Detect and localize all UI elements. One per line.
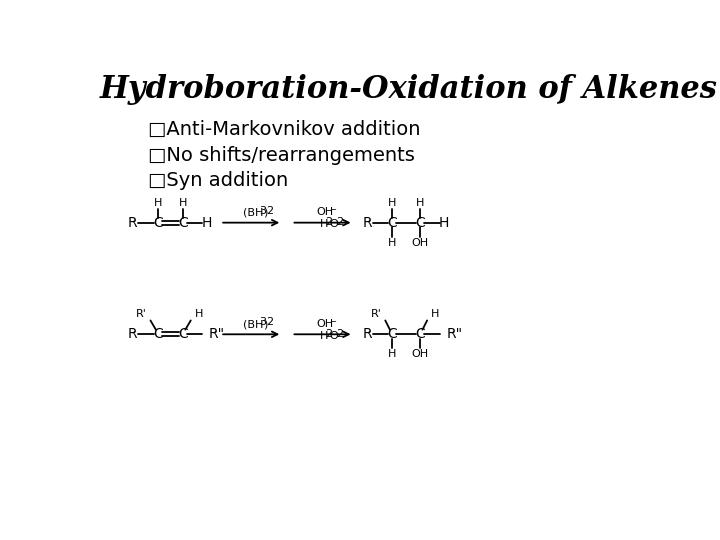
Text: 2: 2 <box>336 329 343 339</box>
Text: H: H <box>388 198 397 207</box>
Text: H: H <box>202 215 212 230</box>
Text: 2: 2 <box>325 329 333 339</box>
Text: 2: 2 <box>266 318 273 327</box>
Text: 2: 2 <box>336 217 343 227</box>
Text: (BH: (BH <box>243 208 264 218</box>
Text: C: C <box>387 327 397 341</box>
Text: R": R" <box>209 327 225 341</box>
Text: C: C <box>153 327 163 341</box>
Text: R": R" <box>446 327 463 341</box>
Text: (BH: (BH <box>243 319 264 329</box>
Text: O: O <box>330 331 338 341</box>
Text: C: C <box>153 215 163 230</box>
Text: H: H <box>320 331 328 341</box>
Text: R: R <box>128 215 138 230</box>
Text: O: O <box>330 219 338 229</box>
Text: C: C <box>178 327 188 341</box>
Text: H: H <box>431 309 439 319</box>
Text: □Syn addition: □Syn addition <box>148 171 289 190</box>
Text: C: C <box>415 327 425 341</box>
Text: C: C <box>415 215 425 230</box>
Text: 2: 2 <box>325 217 333 227</box>
Text: H: H <box>154 198 163 207</box>
Text: H: H <box>194 309 203 319</box>
Text: 2: 2 <box>266 206 273 215</box>
Text: R': R' <box>371 309 382 319</box>
Text: C: C <box>387 215 397 230</box>
Text: □No shifts/rearrangements: □No shifts/rearrangements <box>148 146 415 165</box>
Text: H: H <box>320 219 328 229</box>
Text: □Anti-Markovnikov addition: □Anti-Markovnikov addition <box>148 120 420 139</box>
Text: H: H <box>416 198 424 207</box>
Text: ): ) <box>263 208 267 218</box>
Text: OH: OH <box>316 319 333 328</box>
Text: H: H <box>388 349 397 359</box>
Text: Hydroboration-Oxidation of Alkenes: Hydroboration-Oxidation of Alkenes <box>99 74 717 105</box>
Text: OH: OH <box>412 349 428 359</box>
Text: −: − <box>329 205 336 214</box>
Text: ): ) <box>263 319 267 329</box>
Text: H: H <box>388 238 397 248</box>
Text: 3: 3 <box>259 206 266 215</box>
Text: C: C <box>178 215 188 230</box>
Text: 3: 3 <box>259 318 266 327</box>
Text: H: H <box>439 215 449 230</box>
Text: R': R' <box>135 309 147 319</box>
Text: OH: OH <box>412 238 428 248</box>
Text: H: H <box>179 198 187 207</box>
Text: R: R <box>363 327 372 341</box>
Text: R: R <box>363 215 372 230</box>
Text: R: R <box>128 327 138 341</box>
Text: OH: OH <box>316 207 333 217</box>
Text: −: − <box>329 316 336 326</box>
